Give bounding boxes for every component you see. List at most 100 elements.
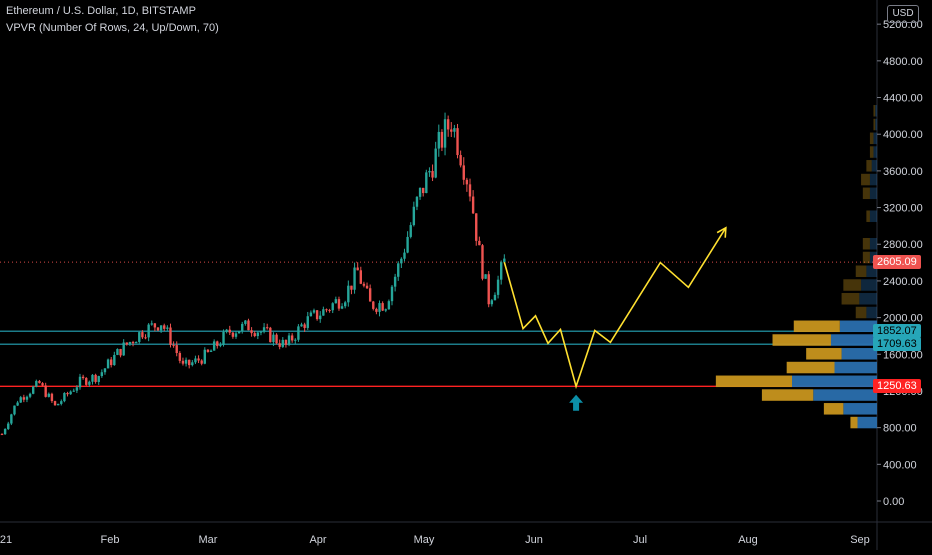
candle-body (450, 129, 453, 132)
candle-body (69, 391, 72, 395)
candle-body (372, 301, 375, 309)
candle-body (25, 396, 29, 400)
level-badge-1852: 1852.07 (873, 324, 921, 339)
y-tick-label: 4400.00 (883, 93, 923, 105)
candle-body (406, 236, 409, 253)
candle-body (128, 342, 132, 345)
volume-bar-up (839, 320, 877, 333)
volume-bar-down (862, 187, 870, 200)
candle-body (484, 274, 487, 279)
candle-body (122, 342, 125, 356)
volume-bar-down (761, 389, 814, 401)
candle-body (172, 344, 175, 346)
candlestick-series (0, 112, 506, 436)
x-tick-label: May (414, 534, 435, 546)
volume-bar-up (873, 132, 877, 145)
candle-body (212, 341, 216, 351)
candle-body (353, 267, 356, 290)
time-axis[interactable]: 21 Feb Mar Apr May Jun Jul Aug Sep (0, 534, 870, 546)
candle-body (381, 303, 384, 311)
candle-body (284, 339, 288, 345)
candle-body (53, 401, 57, 406)
level-badge-1709: 1709.63 (873, 337, 921, 352)
candle-body (478, 240, 481, 246)
candle-body (222, 331, 225, 346)
candle-body (97, 376, 100, 382)
projection-path (503, 227, 727, 390)
volume-bar-up (869, 237, 877, 250)
candle-body (103, 368, 107, 373)
candle-body (384, 309, 387, 311)
volume-bar-down (855, 265, 867, 277)
volume-bar-down (873, 105, 876, 117)
candle-body (422, 187, 425, 194)
x-tick-label: Jul (633, 534, 647, 546)
x-tick-label: Apr (309, 534, 326, 546)
y-tick-label: 1600.00 (883, 349, 923, 361)
candle-body (163, 325, 166, 329)
horizontal-levels (0, 261, 877, 388)
candle-body (393, 276, 397, 287)
candle-body (78, 376, 82, 388)
candle-body (294, 339, 297, 341)
candle-body (259, 331, 263, 333)
volume-bar-down (843, 279, 862, 291)
volume-bar-down (869, 146, 874, 158)
volume-bar-down (806, 348, 842, 360)
candle-body (237, 331, 241, 334)
candle-body (113, 354, 116, 366)
candle-body (434, 148, 437, 178)
candle-body (141, 332, 144, 338)
candle-body (453, 128, 456, 132)
candle-body (387, 301, 391, 310)
candle-body (319, 315, 322, 320)
candle-body (362, 283, 366, 286)
candle-body (347, 285, 350, 303)
volume-bar-down (861, 173, 870, 186)
candle-body (106, 359, 110, 369)
candle-body (475, 213, 478, 241)
volume-bar-down (823, 403, 844, 415)
candle-body (278, 343, 281, 347)
x-tick-label: 21 (0, 534, 12, 546)
candle-body (334, 299, 338, 304)
volume-bar-up (869, 210, 877, 222)
candle-body (418, 187, 422, 197)
y-tick-label: 2400.00 (883, 276, 923, 288)
volume-bar-up (834, 361, 877, 374)
candle-body (437, 131, 440, 149)
price-axis[interactable]: 0.00400.00800.001200.001600.002000.00240… (877, 19, 923, 508)
candle-body (462, 165, 465, 180)
candle-body (290, 335, 294, 341)
candle-body (47, 393, 50, 397)
candle-body (297, 326, 300, 340)
candle-body (269, 327, 272, 343)
candle-body (487, 274, 490, 305)
candle-body (72, 390, 75, 392)
candle-body (403, 252, 406, 259)
volume-bar-up (841, 348, 877, 360)
candle-body (409, 225, 412, 237)
candle-body (337, 299, 341, 309)
candle-body (206, 349, 210, 352)
candle-body (66, 393, 69, 395)
candle-body (368, 288, 372, 302)
candle-body (300, 324, 303, 327)
candle-body (493, 294, 497, 301)
candle-body (412, 206, 416, 226)
candle-body (41, 383, 44, 386)
candle-body (60, 401, 63, 404)
candle-body (309, 312, 313, 317)
currency-button[interactable]: USD (887, 5, 919, 23)
candle-body (303, 324, 306, 328)
level-badge-1250: 1250.63 (873, 379, 921, 394)
candle-body (209, 350, 213, 352)
candle-body (415, 196, 419, 207)
candle-body (50, 393, 54, 402)
candle-body (481, 245, 484, 279)
candle-body (63, 393, 66, 402)
candle-body (81, 376, 85, 379)
indicator-legend[interactable]: VPVR (Number Of Rows, 24, Up/Down, 70) (6, 22, 219, 34)
